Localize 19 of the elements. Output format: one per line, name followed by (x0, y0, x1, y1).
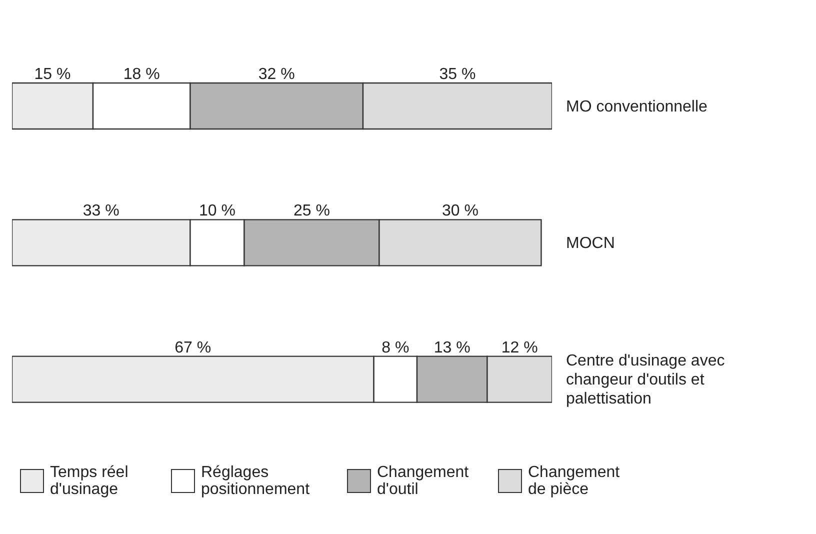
y-tick-label: MO conventionnelle (566, 98, 708, 116)
data-label: 13 % (434, 339, 470, 356)
y-tick-label: MOCN (566, 235, 615, 252)
data-label: 25 % (293, 202, 330, 220)
data-label: 10 % (198, 202, 236, 220)
data-label: 18 % (123, 66, 160, 83)
data-label: 12 % (501, 339, 538, 356)
data-label: 30 % (442, 202, 478, 220)
y-tick-label: Centre d'usinage avec changeur d'outils et palettisation (566, 352, 725, 408)
data-label: 33 % (82, 202, 120, 220)
legend-label: Changement d'outil (377, 464, 470, 498)
legend-label: Changement de pièce (528, 464, 621, 498)
data-label: 8 % (382, 339, 410, 356)
data-label: 15 % (34, 66, 71, 83)
data-label: 35 % (439, 66, 476, 83)
legend-label: Temps réel d'usinage (50, 464, 130, 498)
data-label: 67 % (174, 339, 212, 356)
data-label: 32 % (258, 66, 295, 83)
legend-label: Réglages positionnement (201, 464, 311, 498)
